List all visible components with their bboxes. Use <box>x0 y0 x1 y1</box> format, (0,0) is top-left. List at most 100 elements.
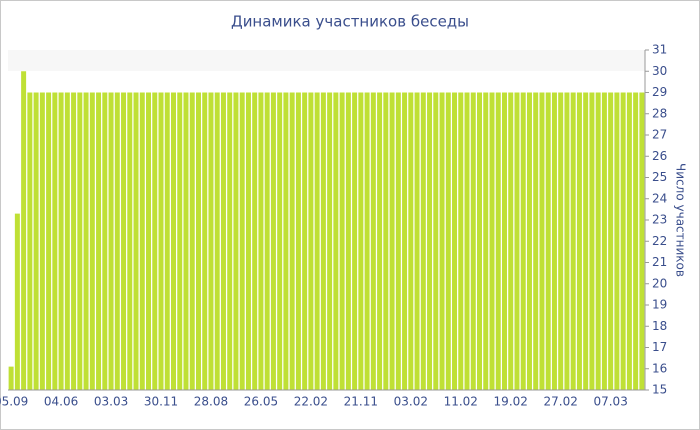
bar <box>395 92 401 390</box>
bar <box>52 92 58 390</box>
bar <box>514 92 520 390</box>
y-tick-label: 19 <box>652 298 667 312</box>
bar <box>377 92 383 390</box>
bar <box>102 92 108 390</box>
chart-title: Динамика участников беседы <box>231 13 469 31</box>
bar <box>520 92 526 390</box>
bar <box>345 92 351 390</box>
bar <box>620 92 626 390</box>
bar <box>595 92 601 390</box>
bar <box>633 92 639 390</box>
bar <box>383 92 389 390</box>
bar <box>501 92 507 390</box>
y-tick-label: 18 <box>652 319 667 333</box>
bar <box>327 92 333 390</box>
y-tick-label: 22 <box>652 234 667 248</box>
x-tick-label: 03.03 <box>94 395 128 409</box>
bar <box>245 92 251 390</box>
bar <box>46 92 52 390</box>
x-tick-label: 21.11 <box>344 395 378 409</box>
bar <box>83 92 89 390</box>
bar <box>583 92 589 390</box>
bar <box>152 92 158 390</box>
x-tick-label: 19.02 <box>494 395 528 409</box>
bar <box>195 92 201 390</box>
bar <box>133 92 139 390</box>
bar <box>495 92 501 390</box>
bar <box>570 92 576 390</box>
bar <box>270 92 276 390</box>
x-tick-label: 04.06 <box>44 395 78 409</box>
x-tick-label: 28.08 <box>194 395 228 409</box>
bar <box>283 92 289 390</box>
x-tick-label: 27.02 <box>544 395 578 409</box>
y-tick-label: 24 <box>652 191 667 205</box>
bar <box>402 92 408 390</box>
bar <box>89 92 95 390</box>
bar <box>64 92 70 390</box>
bar <box>71 92 77 390</box>
bar <box>264 92 270 390</box>
y-tick-label: 21 <box>652 255 667 269</box>
y-tick-label: 17 <box>652 340 667 354</box>
bar <box>614 92 620 390</box>
y-tick-label: 26 <box>652 149 667 163</box>
bar <box>551 92 557 390</box>
bar <box>364 92 370 390</box>
bar <box>170 92 176 390</box>
bar <box>239 92 245 390</box>
bar <box>370 92 376 390</box>
bar <box>576 92 582 390</box>
y-tick-label: 30 <box>652 64 667 78</box>
y-tick-label: 27 <box>652 128 667 142</box>
bar <box>464 92 470 390</box>
bar <box>158 92 164 390</box>
bar <box>608 92 614 390</box>
bar <box>220 92 226 390</box>
bar <box>27 92 33 390</box>
bar <box>358 92 364 390</box>
bar <box>308 92 314 390</box>
bar <box>289 92 295 390</box>
bar <box>458 92 464 390</box>
bar <box>626 92 632 390</box>
bar <box>233 92 239 390</box>
bar <box>183 92 189 390</box>
bar <box>589 92 595 390</box>
y-tick-label: 23 <box>652 213 667 227</box>
bar <box>96 92 102 390</box>
y-tick-label: 31 <box>652 43 667 57</box>
y-tick-label: 16 <box>652 361 667 375</box>
bar <box>214 92 220 390</box>
bar <box>508 92 514 390</box>
bar <box>8 366 14 390</box>
x-tick-label: 30.11 <box>144 395 178 409</box>
x-tick-label: 07.03 <box>593 395 627 409</box>
bar <box>433 92 439 390</box>
bar <box>277 92 283 390</box>
bar <box>427 92 433 390</box>
bar <box>564 92 570 390</box>
bar <box>339 92 345 390</box>
bar <box>314 92 320 390</box>
bar <box>489 92 495 390</box>
bar <box>526 92 532 390</box>
bar <box>477 92 483 390</box>
y-tick-label: 20 <box>652 276 667 290</box>
bar <box>333 92 339 390</box>
bar <box>389 92 395 390</box>
bar <box>146 92 152 390</box>
x-tick-label: 03.02 <box>394 395 428 409</box>
bar <box>445 92 451 390</box>
bar <box>601 92 607 390</box>
bar <box>21 71 27 390</box>
bar <box>439 92 445 390</box>
x-tick-label: 05.09 <box>0 395 28 409</box>
y-tick-label: 28 <box>652 106 667 120</box>
bar <box>639 92 645 390</box>
bar <box>177 92 183 390</box>
bar <box>252 92 258 390</box>
bar <box>408 92 414 390</box>
bar <box>545 92 551 390</box>
bar <box>108 92 114 390</box>
